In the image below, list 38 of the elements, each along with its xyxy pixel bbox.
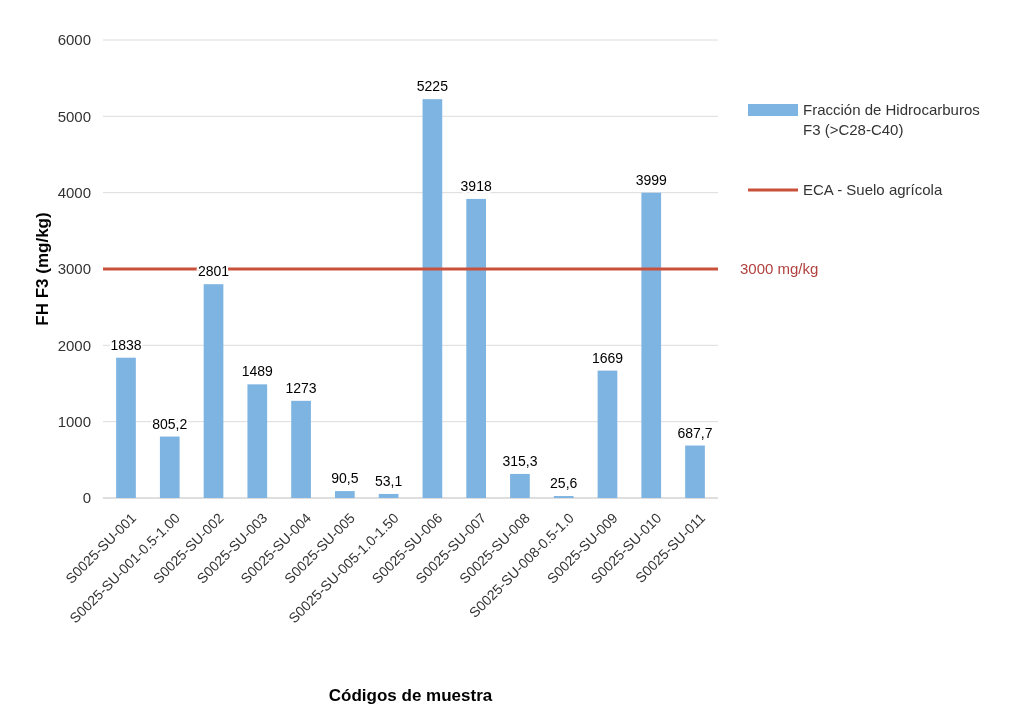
y-axis-title: FH F3 (mg/kg)	[33, 212, 52, 326]
bar	[291, 400, 311, 498]
bar	[422, 99, 443, 498]
data-label: 53,1	[374, 472, 403, 489]
data-label: 1489	[241, 363, 274, 380]
bar	[641, 192, 662, 498]
data-label: 3918	[460, 177, 492, 194]
text: 3000 mg/kg	[740, 260, 819, 278]
data-label: 805,2	[152, 415, 188, 432]
y-tick-label: 3000	[57, 260, 91, 278]
data-label: 5225	[416, 78, 449, 95]
y-tick-label: 2000	[57, 336, 91, 354]
bar	[378, 493, 399, 498]
bar	[247, 384, 268, 498]
y-tick-label: 6000	[57, 31, 91, 49]
bar	[510, 473, 530, 498]
data-label: 3999	[635, 171, 668, 188]
bar	[334, 491, 355, 498]
data-label: 1669	[591, 349, 624, 366]
data-label: 25,6	[550, 475, 578, 492]
y-tick-label: 4000	[57, 183, 91, 201]
bar	[466, 198, 487, 498]
y-tick-label: 1000	[57, 412, 91, 430]
y-tick-label: 5000	[57, 107, 91, 125]
y-tick-label: 0	[82, 489, 91, 507]
bar	[685, 445, 705, 498]
bar	[116, 357, 136, 498]
data-label: 90,5	[331, 470, 359, 487]
data-label: 1273	[285, 379, 317, 396]
data-label: 1838	[110, 336, 142, 353]
data-label: 315,3	[502, 452, 538, 469]
data-label: 687,7	[677, 424, 713, 441]
bar	[597, 370, 618, 498]
legend-label: ECA - Suelo agrícola	[803, 181, 943, 199]
bar	[203, 284, 224, 498]
bar	[159, 436, 180, 498]
x-axis-title: Códigos de muestra	[328, 686, 493, 705]
legend-label: Fracción de Hidrocarburos F3 (>C28-C40)	[803, 101, 980, 139]
